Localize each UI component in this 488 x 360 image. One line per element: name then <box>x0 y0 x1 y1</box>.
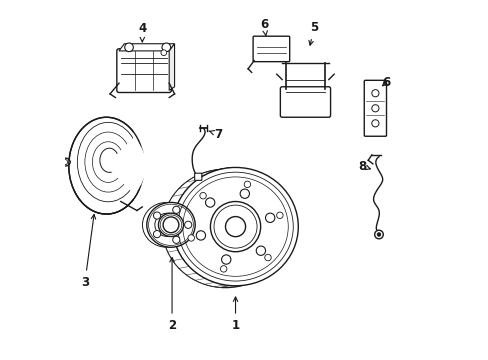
Polygon shape <box>169 44 174 90</box>
Circle shape <box>172 236 180 243</box>
Circle shape <box>172 206 180 213</box>
FancyBboxPatch shape <box>280 87 330 117</box>
Text: 1: 1 <box>231 297 239 332</box>
Text: 2: 2 <box>168 257 176 332</box>
Circle shape <box>124 43 133 51</box>
Ellipse shape <box>146 202 195 247</box>
Ellipse shape <box>60 158 70 166</box>
Circle shape <box>244 181 250 188</box>
FancyBboxPatch shape <box>253 36 289 62</box>
Circle shape <box>220 266 226 272</box>
Text: 5: 5 <box>308 21 318 45</box>
Ellipse shape <box>158 213 183 237</box>
Text: 4: 4 <box>138 22 146 42</box>
Circle shape <box>374 230 383 239</box>
Circle shape <box>256 246 265 255</box>
Ellipse shape <box>172 167 298 286</box>
Text: 8: 8 <box>358 160 369 173</box>
Ellipse shape <box>142 202 190 247</box>
Wedge shape <box>106 138 145 193</box>
FancyBboxPatch shape <box>364 80 386 136</box>
Ellipse shape <box>155 213 180 237</box>
Circle shape <box>162 43 170 51</box>
Circle shape <box>153 212 161 219</box>
Text: 7: 7 <box>208 127 222 141</box>
Circle shape <box>371 90 378 97</box>
Circle shape <box>163 217 179 233</box>
Circle shape <box>196 231 205 240</box>
Circle shape <box>371 105 378 112</box>
Text: 6: 6 <box>260 18 268 36</box>
Circle shape <box>240 189 249 198</box>
Circle shape <box>187 235 194 241</box>
Text: 6: 6 <box>381 76 389 89</box>
Circle shape <box>200 193 206 199</box>
Polygon shape <box>163 168 229 287</box>
FancyBboxPatch shape <box>117 49 171 93</box>
Circle shape <box>184 221 191 228</box>
Circle shape <box>371 120 378 127</box>
Circle shape <box>264 254 271 261</box>
Circle shape <box>221 255 230 264</box>
FancyBboxPatch shape <box>194 173 202 180</box>
Circle shape <box>225 217 245 237</box>
Circle shape <box>276 212 283 219</box>
Circle shape <box>265 213 274 222</box>
Circle shape <box>210 202 260 252</box>
Circle shape <box>153 230 161 238</box>
Ellipse shape <box>163 169 287 288</box>
Ellipse shape <box>69 117 144 214</box>
Polygon shape <box>119 44 174 51</box>
Circle shape <box>205 198 214 207</box>
Circle shape <box>376 233 380 236</box>
Text: 3: 3 <box>81 215 96 289</box>
Circle shape <box>161 50 166 55</box>
